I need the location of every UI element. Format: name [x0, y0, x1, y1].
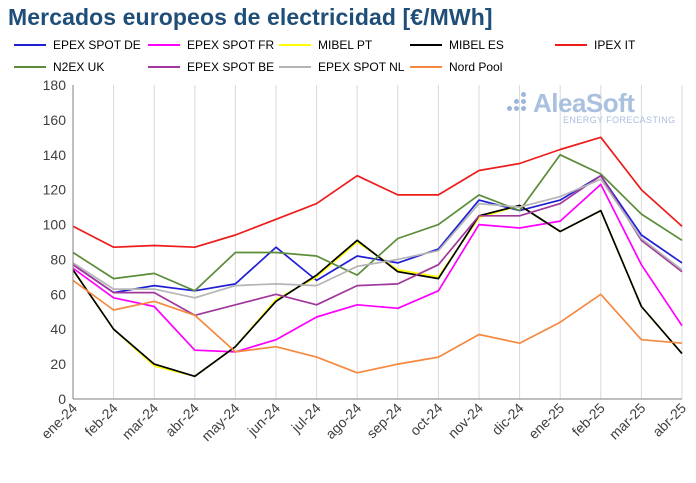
legend-label: Nord Pool	[449, 60, 503, 74]
legend-swatch	[148, 66, 180, 68]
x-tick-label: ene-25	[525, 400, 567, 442]
y-tick-label: 100	[43, 217, 67, 233]
series-line-epex-spot-fr	[72, 183, 683, 353]
series-line-epex-spot-nl	[72, 178, 683, 299]
legend-label: EPEX SPOT NL	[318, 60, 405, 74]
x-tick-label: mar-24	[119, 400, 162, 443]
legend-swatch	[555, 44, 587, 46]
series-line-n2ex-uk	[72, 153, 683, 292]
aleasoft-logo: AleaSoft ENERGY FORECASTING	[507, 88, 677, 130]
chart-title: Mercados europeos de electricidad [€/MWh…	[8, 4, 493, 30]
x-tick-label: oct-24	[407, 400, 446, 439]
legend-item: Nord Pool	[410, 59, 502, 75]
legend-item: N2EX UK	[14, 59, 104, 75]
y-tick-label: 40	[50, 321, 66, 337]
legend-label: EPEX SPOT FR	[187, 38, 275, 52]
legend-item: IPEX IT	[555, 37, 635, 53]
legend-swatch	[148, 44, 180, 46]
legend-swatch	[14, 66, 46, 68]
legend-swatch	[410, 66, 442, 68]
legend-item: EPEX SPOT DE	[14, 37, 141, 53]
y-tick-label: 80	[50, 251, 66, 267]
y-tick-label: 120	[43, 182, 67, 198]
legend-item: EPEX SPOT FR	[148, 37, 274, 53]
legend-swatch	[410, 44, 442, 46]
y-tick-label: 0	[58, 391, 66, 407]
legend: EPEX SPOT DE EPEX SPOT FR MIBEL PT MIBEL ES…	[0, 0, 696, 80]
y-tick-label: 160	[43, 112, 67, 128]
legend-label: EPEX SPOT DE	[53, 38, 141, 52]
series-lines	[72, 136, 683, 378]
legend-item: MIBEL PT	[279, 37, 372, 53]
legend-swatch	[279, 44, 311, 46]
y-tick-label: 140	[43, 147, 67, 163]
x-tick-label: dic-24	[488, 400, 526, 438]
logo-name: AleaSoft	[533, 88, 635, 118]
x-tick-label: feb-24	[81, 400, 121, 440]
legend-label: EPEX SPOT BE	[187, 60, 275, 74]
axes	[72, 85, 682, 400]
x-tick-label: abr-25	[649, 400, 689, 440]
y-tick-label: 60	[50, 286, 66, 302]
x-tick-label: sep-24	[363, 400, 405, 442]
legend-label: IPEX IT	[594, 38, 636, 52]
y-tick-label: 180	[43, 77, 67, 93]
legend-item: EPEX SPOT NL	[279, 59, 404, 75]
y-tick-label: 20	[50, 356, 66, 372]
legend-item: MIBEL ES	[410, 37, 504, 53]
x-tick-label: may-24	[198, 400, 242, 444]
x-tick-label: jun-24	[244, 400, 284, 440]
series-line-epex-spot-be	[72, 174, 683, 317]
x-tick-label: jul-24	[287, 400, 323, 436]
x-tick-label: mar-25	[606, 400, 649, 443]
legend-label: MIBEL ES	[449, 38, 504, 52]
logo-tagline: ENERGY FORECASTING	[563, 115, 676, 125]
legend-item: EPEX SPOT BE	[148, 59, 274, 75]
legend-label: N2EX UK	[53, 60, 105, 74]
legend-label: MIBEL PT	[318, 38, 373, 52]
series-line-ipex-it	[72, 136, 683, 249]
series-line-nord-pool	[72, 279, 683, 374]
x-tick-label: feb-25	[569, 400, 609, 440]
legend-swatch	[14, 44, 46, 46]
x-tick-label: abr-24	[162, 400, 202, 440]
logo-dots-icon	[507, 92, 531, 114]
legend-swatch	[279, 66, 311, 68]
x-tick-label: ago-24	[322, 400, 364, 442]
grid-lines	[113, 85, 683, 399]
x-tick-label: nov-24	[445, 400, 487, 442]
